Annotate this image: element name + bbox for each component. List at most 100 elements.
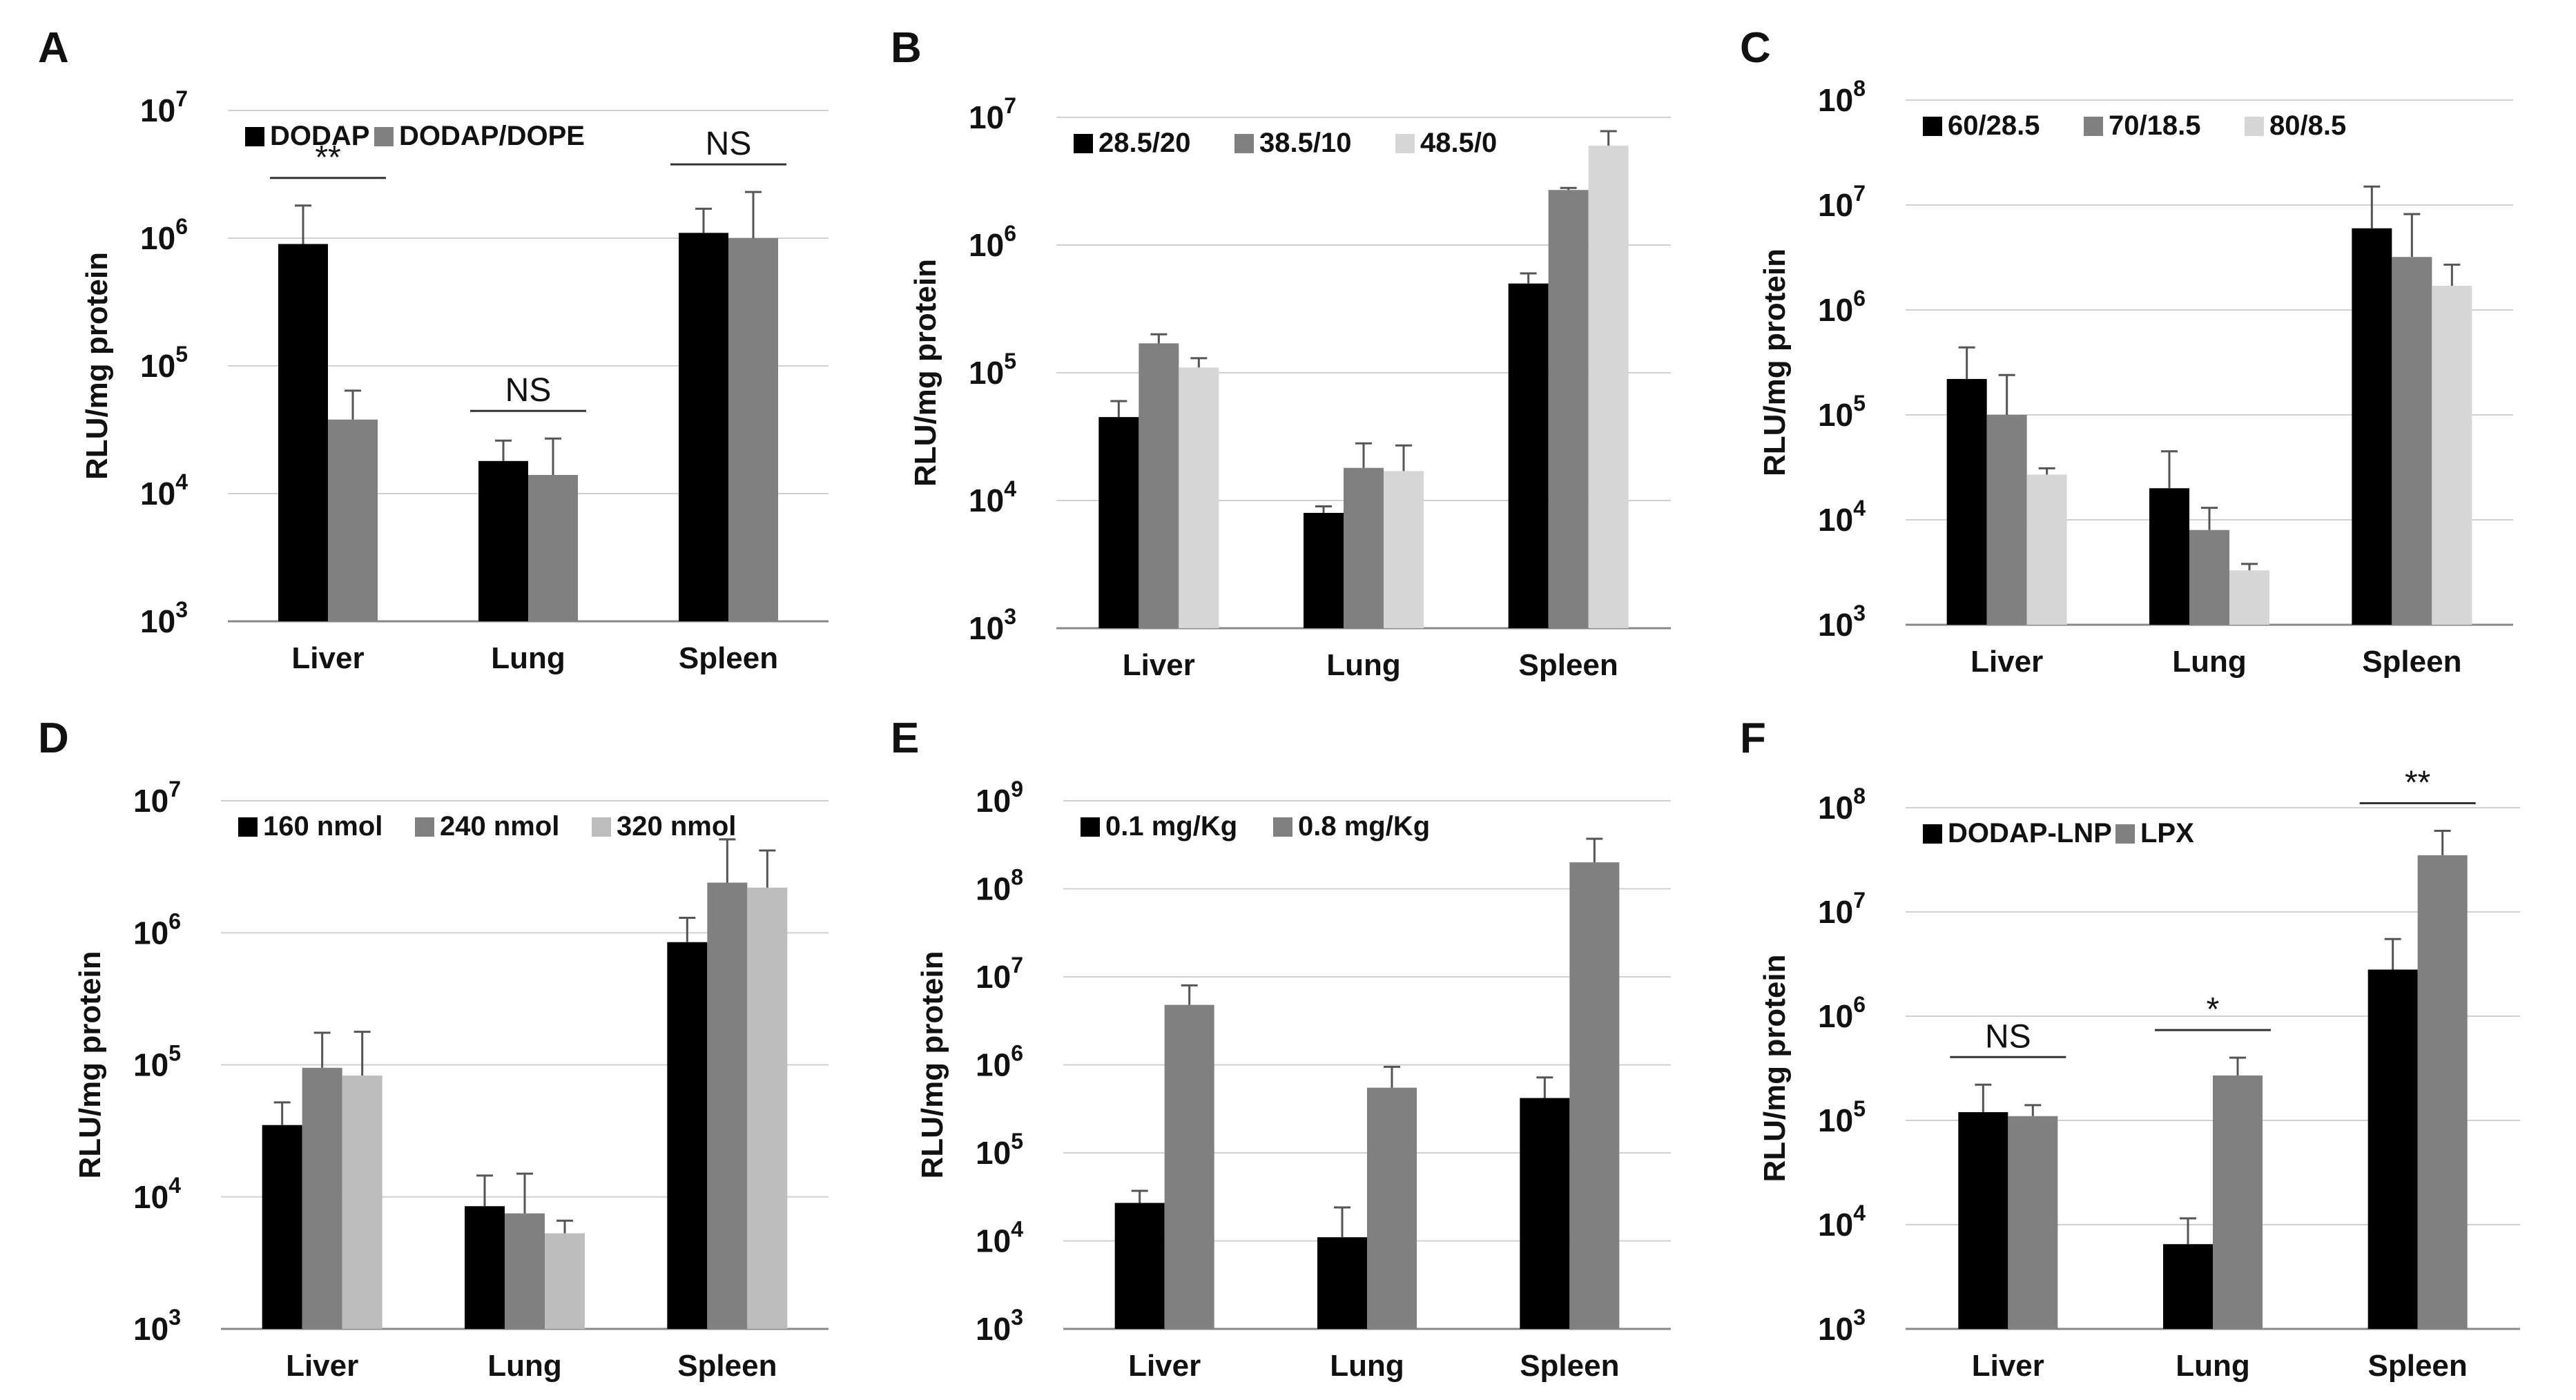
error-bar — [2201, 507, 2218, 530]
y-tick-label: 103 — [1818, 1305, 1866, 1347]
error-bar — [556, 1219, 573, 1234]
error-bar — [1181, 984, 1198, 1005]
legend-label: 80/8.5 — [2269, 110, 2346, 141]
x-tick-label: Lung — [1326, 648, 1401, 682]
error-bar — [2241, 563, 2258, 571]
error-bar — [2384, 937, 2401, 970]
y-tick-label: 107 — [1818, 888, 1866, 930]
error-bar — [545, 437, 561, 475]
legend-swatch — [1923, 117, 1942, 136]
y-tick-label: 104 — [1818, 496, 1866, 538]
error-bar — [759, 849, 776, 888]
bar-b-48-5-0-liver — [1179, 367, 1219, 628]
x-tick-label: Spleen — [677, 1349, 777, 1383]
bar-b-38-5-10-spleen — [1548, 190, 1589, 628]
bar-e-0-1-mg-kg-spleen — [1520, 1098, 1570, 1329]
y-tick-label: 105 — [969, 349, 1016, 391]
bar-e-0-8-mg-kg-lung — [1367, 1087, 1417, 1329]
panel-label: E — [891, 714, 919, 762]
y-tick-label: 105 — [1818, 391, 1866, 433]
panel-f: F 103 104 105 106 107 108 RLU/mg protein Liver Lu… — [1740, 714, 2520, 1383]
legend-swatch — [1923, 824, 1942, 844]
y-tick-label: 105 — [133, 1041, 181, 1083]
legend-swatch — [1081, 817, 1100, 837]
x-tick-label: Liver — [1123, 648, 1195, 682]
error-bar — [516, 1172, 533, 1214]
x-tick-label: Spleen — [1519, 648, 1618, 682]
bar-f-lpx-lung — [2213, 1075, 2263, 1329]
y-tick-label: 107 — [1818, 181, 1866, 223]
error-bar — [354, 1031, 371, 1076]
panel-d: D 103 104 105 106 107 RLU/mg protein Liver Lung S… — [38, 714, 829, 1383]
legend-swatch — [2084, 117, 2103, 136]
bar-d-320-nmol-spleen — [747, 887, 788, 1329]
legend-label: 240 nmol — [440, 811, 559, 842]
bar-d-160-nmol-liver — [262, 1125, 302, 1329]
bar-c-60-28-5-lung — [2149, 488, 2189, 625]
bar-e-0-1-mg-kg-lung — [1317, 1237, 1367, 1329]
bar-d-160-nmol-lung — [465, 1206, 505, 1329]
error-bar — [2434, 829, 2451, 855]
bar-b-38-5-10-liver — [1139, 343, 1179, 628]
y-axis-label: RLU/mg protein — [80, 252, 114, 480]
y-tick-label: 104 — [133, 1173, 181, 1215]
y-tick-label: 108 — [1818, 784, 1866, 826]
y-tick-label: 103 — [1818, 601, 1866, 643]
significance-label: NS — [1985, 1018, 2031, 1055]
x-tick-label: Lung — [2172, 645, 2247, 679]
bar-d-240-nmol-liver — [302, 1067, 342, 1329]
error-bar — [295, 204, 311, 244]
panel-label: F — [1740, 714, 1766, 762]
bar-d-240-nmol-lung — [505, 1213, 545, 1329]
legend-label: 60/28.5 — [1948, 110, 2040, 141]
error-bar — [273, 1101, 291, 1125]
error-bar — [2024, 1104, 2042, 1116]
y-tick-label: 109 — [976, 777, 1023, 819]
bar-b-28-5-20-spleen — [1508, 283, 1549, 628]
bar-e-0-1-mg-kg-liver — [1114, 1203, 1165, 1329]
y-axis-label: RLU/mg protein — [1758, 955, 1792, 1183]
y-tick-label: 106 — [133, 908, 181, 951]
error-bar — [1334, 1206, 1350, 1238]
error-bar — [2403, 213, 2421, 257]
y-tick-label: 107 — [140, 86, 188, 128]
bar-b-48-5-0-spleen — [1588, 146, 1629, 629]
error-bar — [719, 838, 736, 883]
y-tick-label: 107 — [976, 953, 1023, 995]
x-tick-label: Liver — [1128, 1349, 1201, 1383]
x-tick-label: Spleen — [1520, 1349, 1619, 1383]
bar-f-dodap-lnp-lung — [2163, 1244, 2213, 1329]
x-tick-label: Spleen — [2368, 1349, 2468, 1383]
bar-a-dodap-dope-liver — [328, 419, 378, 621]
error-bar — [1600, 130, 1617, 146]
panel-e: E 103 104 105 106 107 108 109 RLU/mg protein Live… — [891, 714, 1671, 1383]
y-tick-label: 103 — [133, 1305, 181, 1347]
legend-swatch — [1234, 134, 1254, 153]
y-tick-label: 104 — [140, 469, 188, 512]
error-bar — [2038, 467, 2055, 475]
bar-a-dodap-lung — [478, 460, 528, 621]
error-bar — [2363, 185, 2381, 229]
panel-a: A 103 104 105 106 107 RLU/mg protein Liver Lung S… — [38, 24, 829, 675]
bar-b-28-5-20-liver — [1098, 417, 1139, 628]
error-bar — [2180, 1217, 2196, 1245]
y-tick-label: 103 — [976, 1305, 1023, 1347]
legend-swatch — [2115, 824, 2135, 844]
error-bar — [2229, 1056, 2246, 1076]
bar-e-0-8-mg-kg-liver — [1164, 1004, 1214, 1329]
legend-swatch — [374, 127, 394, 146]
error-bar — [1586, 837, 1603, 863]
significance-label: ** — [2405, 764, 2430, 801]
y-tick-label: 103 — [969, 604, 1016, 646]
bar-a-dodap-dope-spleen — [728, 238, 778, 621]
legend-swatch — [2245, 117, 2264, 136]
error-bar — [1520, 272, 1537, 284]
y-axis-label: RLU/mg protein — [1758, 249, 1792, 476]
x-tick-label: Lung — [2176, 1349, 2250, 1383]
bar-c-70-18-5-liver — [1986, 415, 2027, 625]
error-bar — [2443, 263, 2461, 286]
y-axis-label: RLU/mg protein — [916, 951, 949, 1179]
y-tick-label: 105 — [976, 1129, 1023, 1171]
bar-c-70-18-5-lung — [2189, 529, 2229, 625]
legend-swatch — [1273, 817, 1292, 837]
